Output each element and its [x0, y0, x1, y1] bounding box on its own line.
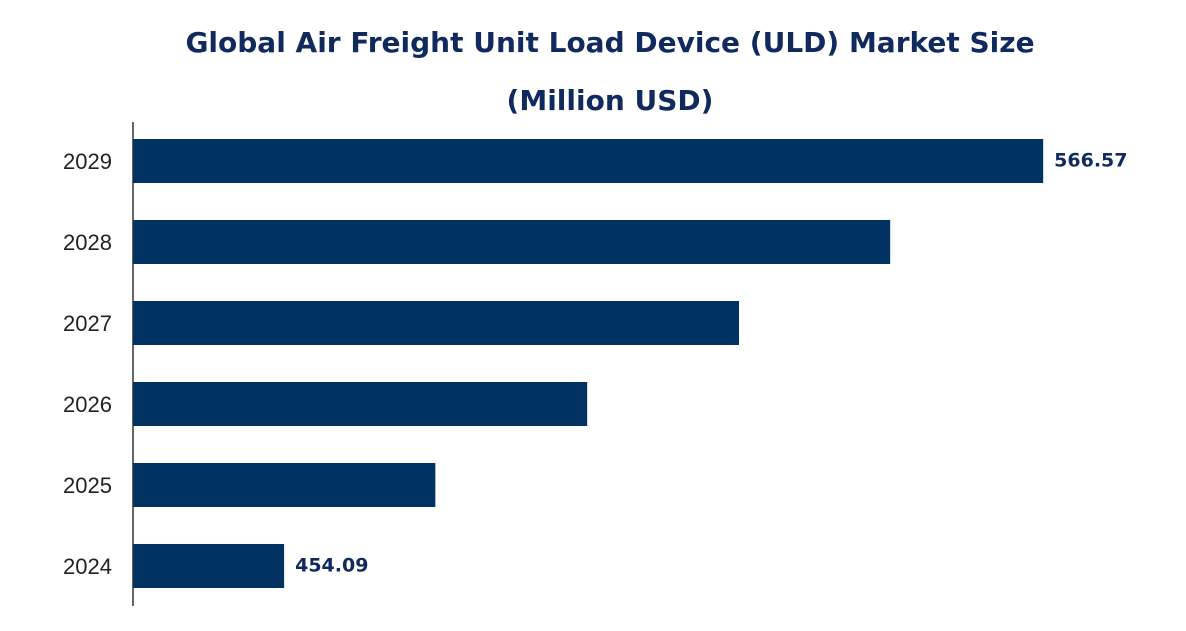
chart-title: Global Air Freight Unit Load Device (ULD…: [185, 26, 1035, 117]
y-tick-label: 2027: [63, 311, 112, 336]
y-tick-label: 2024: [63, 554, 112, 579]
y-tick-label: 2028: [63, 230, 112, 255]
bar: [133, 382, 588, 426]
bar: [133, 544, 285, 588]
value-label: 454.09: [295, 555, 368, 577]
y-tick-label: 2026: [63, 392, 112, 417]
bar: [133, 301, 740, 345]
y-tick-label: 2029: [63, 149, 112, 174]
y-tick-label: 2025: [63, 473, 112, 498]
bar: [133, 220, 891, 264]
value-label: 566.57: [1054, 150, 1127, 172]
bar: [133, 139, 1044, 183]
bar: [133, 463, 436, 507]
